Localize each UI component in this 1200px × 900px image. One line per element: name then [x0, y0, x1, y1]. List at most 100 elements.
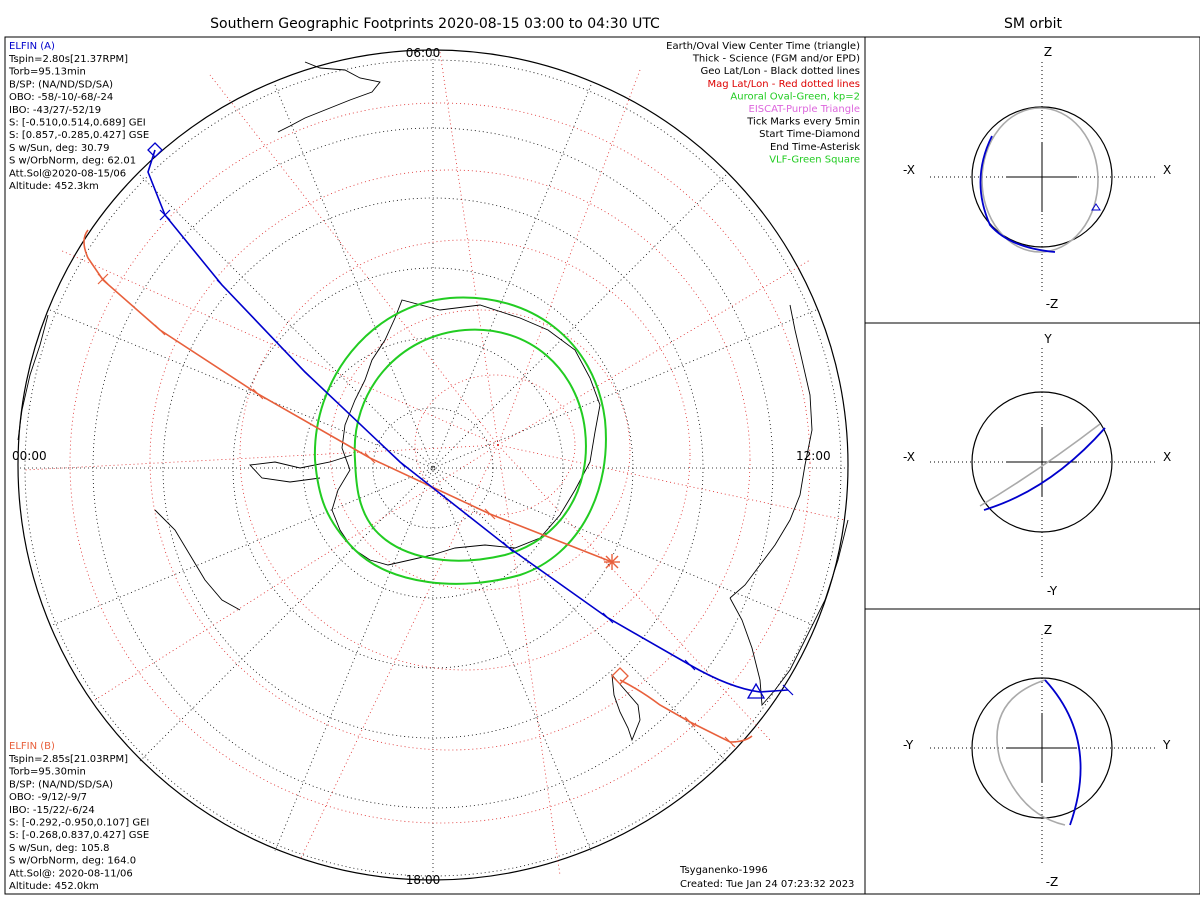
elfin-a-info-line: S: [0.857,-0.285,0.427] GSE: [9, 130, 149, 141]
elfin-b-header: ELFIN (B): [9, 741, 55, 752]
auroral-ovals: [313, 296, 607, 585]
sm-label-bottom: -Z: [1046, 297, 1059, 311]
sm-label-top: Y: [1043, 332, 1052, 346]
elfin-a-tick: [299, 366, 311, 378]
legend-item: Tick Marks every 5min: [746, 117, 860, 128]
sm-label-bottom: -Y: [1047, 584, 1058, 598]
sm-panel-xy: Y -Y -X X: [903, 332, 1171, 598]
sm-orbit-elfin-a: [983, 427, 1106, 511]
sm-panels-frame: [864, 36, 1200, 895]
mag-meridian: [59, 249, 499, 446]
legend-item: Start Time-Diamond: [759, 129, 860, 140]
elfin-a-tick: [602, 612, 614, 624]
elfin-b-tick: [724, 736, 736, 748]
elfin-b-info-line: OBO: -9/12/-9/7: [9, 792, 87, 803]
sm-label-top: Z: [1044, 45, 1052, 59]
time-label-bottom: 18:00: [406, 873, 441, 887]
elfin-a-orbit-line: [147, 149, 789, 693]
coastline-peninsula: [249, 454, 353, 483]
mag-meridian: [24, 444, 499, 471]
sm-orbit-elfin-a: [979, 135, 1056, 253]
elfin-b-orbit-line: [83, 229, 613, 563]
sm-orbit-panels: Z -Z -X X Y -Y -X X Z: [864, 36, 1200, 895]
elfin-b-tick: [252, 388, 264, 400]
auroral-oval-inner: [353, 328, 587, 562]
elfin-a-info-line: S: [-0.510,0.514,0.689] GEI: [9, 118, 146, 129]
elfin-b-tick: [684, 716, 696, 728]
elfin-a-ticks: [159, 209, 794, 696]
coastline-australia-west: [729, 304, 813, 599]
mag-meridian: [497, 259, 811, 446]
sm-orbit-gray: [981, 107, 1099, 253]
elfin-a-info-line: OBO: -58/-10/-68/-24: [9, 92, 113, 103]
view-center-triangle: [746, 682, 766, 699]
elfin-b-tick: [97, 273, 109, 285]
elfin-b-info-line: Altitude: 452.0km: [9, 881, 99, 892]
elfin-a-info-line: Att.Sol@2020-08-15/06: [9, 168, 126, 179]
main-map-panel: 06:00 00:00 12:00 18:00 ELFIN (A) Tspin=…: [4, 36, 866, 895]
sm-earth-circle: [971, 106, 1113, 248]
elfin-b-track: [83, 229, 753, 748]
end-asterisk-stroke: [605, 555, 619, 569]
legend-item: Geo Lat/Lon - Black dotted lines: [701, 66, 860, 77]
elfin-a-tick: [502, 541, 514, 553]
sm-panel-yz: Z -Z -Y Y: [903, 623, 1171, 889]
coastline-africa: [277, 61, 381, 133]
elfin-a-info-line: B/SP: (NA/ND/SD/SA): [9, 79, 113, 90]
elfin-a-tick: [782, 684, 794, 696]
mag-meridian: [497, 444, 846, 521]
legend: Earth/Oval View Center Time (triangle) Th…: [666, 41, 860, 165]
elfin-b-info-line: S w/Sun, deg: 105.8: [9, 843, 109, 854]
sm-label-right: X: [1163, 163, 1171, 177]
mag-lat-circle: [414, 374, 576, 516]
elfin-b-start-diamond: [611, 667, 629, 685]
legend-item: End Time-Asterisk: [770, 142, 860, 153]
elfin-b-info-line: Tspin=2.85s[21.03RPM]: [8, 754, 128, 765]
sm-earth-circle: [971, 677, 1113, 819]
elfin-b-end-asterisk: [604, 554, 620, 570]
time-label-right: 12:00: [796, 449, 831, 463]
elfin-a-tick: [159, 209, 171, 221]
coastline-antarctica: [331, 299, 601, 566]
sm-label-bottom: -Z: [1046, 875, 1059, 889]
created-timestamp: Created: Tue Jan 24 07:23:32 2023: [680, 879, 854, 890]
sm-label-right: X: [1163, 450, 1171, 464]
legend-item: EISCAT-Purple Triangle: [749, 104, 861, 115]
sm-orbit-gray: [979, 423, 1101, 507]
sm-orbit-title: SM orbit: [1004, 16, 1063, 32]
time-label-top: 06:00: [406, 46, 441, 60]
mag-lat-circle: [239, 239, 691, 671]
elfin-a-info: ELFIN (A) Tspin=2.80s[21.37RPM] Torb=95.1…: [8, 41, 149, 192]
sm-label-left: -X: [903, 450, 915, 464]
sm-earth-circle: [971, 391, 1113, 533]
elfin-b-info-line: S w/OrbNorm, deg: 164.0: [9, 856, 136, 867]
elfin-b-info: ELFIN (B) Tspin=2.85s[21.03RPM] Torb=95.3…: [8, 741, 149, 892]
mag-grid: [24, 51, 846, 876]
geo-grid: [20, 55, 846, 880]
mag-meridian: [439, 51, 499, 446]
coastlines: [17, 61, 849, 742]
mag-meridian: [94, 444, 499, 701]
coastline-australia-south: [729, 519, 849, 707]
sm-label-top: Z: [1044, 623, 1052, 637]
coastline-islands: [154, 509, 241, 611]
sm-view-triangle: [1091, 203, 1101, 211]
auroral-oval-outer: [313, 296, 607, 585]
sm-label-left: -X: [903, 163, 915, 177]
elfin-b-info-line: S: [-0.268,0.837,0.427] GSE: [9, 830, 149, 841]
elfin-a-info-line: Altitude: 452.3km: [9, 181, 99, 192]
elfin-b-info-line: B/SP: (NA/ND/SD/SA): [9, 779, 113, 790]
elfin-b-tick: [484, 508, 496, 520]
elfin-a-info-line: S w/OrbNorm, deg: 62.01: [9, 156, 136, 167]
elfin-b-info-line: IBO: -15/22/-6/24: [9, 805, 95, 816]
coastline-south-america: [17, 314, 49, 441]
legend-item: Mag Lat/Lon - Red dotted lines: [707, 79, 860, 90]
elfin-a-track: [147, 142, 794, 699]
sm-orbit-gray: [996, 679, 1066, 826]
time-label-left: 00:00: [12, 449, 47, 463]
elfin-b-info-line: S: [-0.292,-0.950,0.107] GEI: [9, 818, 149, 829]
legend-item: Auroral Oval-Green, kp=2: [730, 91, 860, 102]
main-title: Southern Geographic Footprints 2020-08-1…: [210, 16, 660, 32]
elfin-b-tick: [154, 324, 166, 336]
